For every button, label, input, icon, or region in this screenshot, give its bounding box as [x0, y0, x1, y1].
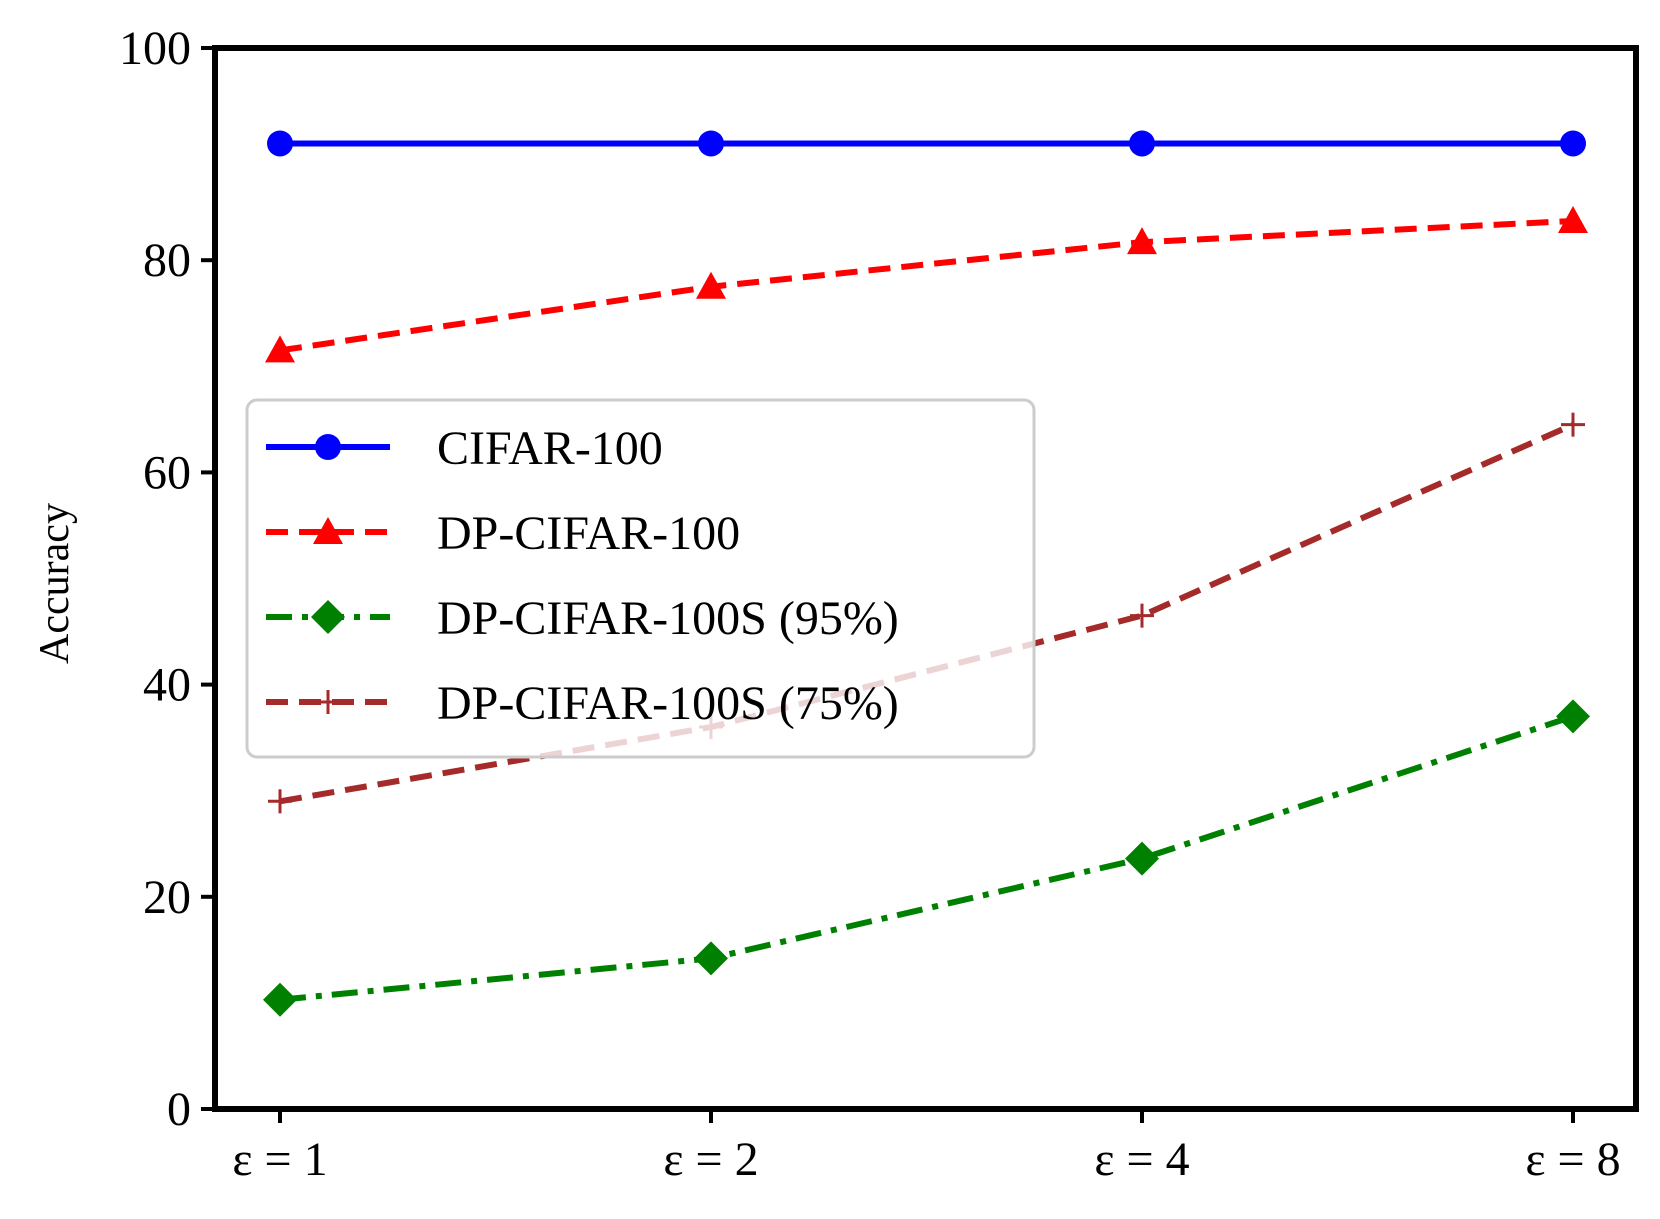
legend-entry: DP-CIFAR-100S (75%): [266, 677, 899, 730]
data-point-marker: [315, 434, 341, 460]
legend-box: [245, 398, 1036, 759]
y-tick-label: 60: [143, 446, 191, 499]
series-line: [279, 217, 1574, 354]
data-point-marker: [694, 941, 728, 976]
series-1: [267, 130, 1586, 157]
series-line: [279, 713, 1574, 1003]
series-3: [263, 699, 1590, 1017]
y-tick-label: 100: [119, 22, 191, 75]
legend: CIFAR-100 DP-CIFAR-100 DP-CIFAR-100S (95%)…: [245, 398, 1036, 759]
data-point-marker: [311, 600, 345, 634]
x-tick-label: ε = 1: [232, 1133, 327, 1186]
y-tick-label: 20: [143, 871, 191, 924]
data-point-marker: [696, 271, 726, 299]
data-point-marker: [698, 130, 724, 157]
data-point-marker: [1561, 412, 1585, 437]
series-line: [279, 421, 1575, 805]
y-axis-title: Accuracy: [32, 503, 78, 664]
y-tick-label: 0: [167, 1083, 191, 1136]
data-point-marker: [267, 130, 293, 157]
data-point-marker: [1129, 130, 1155, 157]
plot-frame: [212, 45, 1639, 1112]
data-point-marker: [1130, 603, 1154, 628]
x-tick-label: ε = 4: [1094, 1133, 1189, 1186]
legend-label: DP-CIFAR-100: [437, 507, 740, 560]
data-point-marker: [313, 517, 343, 544]
data-point-marker: [1125, 841, 1159, 876]
legend-label: DP-CIFAR-100S (75%): [437, 677, 899, 730]
legend-entry: DP-CIFAR-100: [266, 507, 740, 560]
y-axis: 0 20 40 60 80 100: [119, 22, 215, 1136]
x-tick-label: ε = 2: [663, 1133, 758, 1186]
x-tick-label: ε = 8: [1525, 1133, 1620, 1186]
legend-entry: DP-CIFAR-100S (95%): [266, 592, 899, 645]
legend-label: DP-CIFAR-100S (95%): [437, 592, 899, 645]
legend-label: CIFAR-100: [437, 422, 663, 475]
series-2: [265, 205, 1588, 363]
data-point-marker: [1127, 227, 1157, 255]
data-point-marker: [265, 335, 295, 363]
data-point-marker: [1560, 130, 1586, 157]
data-point-marker: [263, 982, 297, 1017]
y-tick-label: 80: [143, 234, 191, 287]
data-point-marker: [316, 690, 340, 714]
data-point-marker: [268, 789, 292, 814]
y-tick-label: 40: [143, 659, 191, 712]
legend-entry: CIFAR-100: [266, 422, 663, 475]
data-point-marker: [1556, 699, 1590, 734]
data-point-marker: [1558, 205, 1588, 233]
x-axis: ε = 1 ε = 2 ε = 4 ε = 8: [232, 1109, 1621, 1186]
